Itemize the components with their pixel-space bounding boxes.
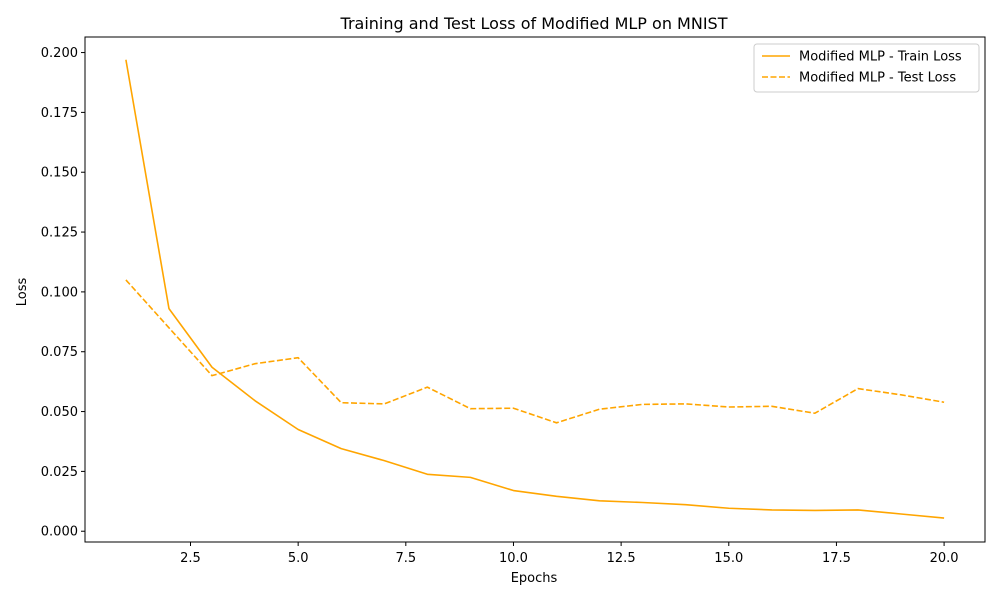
legend-label-test-loss: Modified MLP - Test Loss bbox=[799, 71, 956, 86]
x-tick-label: 12.5 bbox=[607, 551, 636, 566]
y-tick-label: 0.075 bbox=[41, 345, 78, 360]
y-tick-label: 0.150 bbox=[41, 166, 78, 181]
x-tick-label: 15.0 bbox=[714, 551, 743, 566]
y-tick-label: 0.175 bbox=[41, 106, 78, 121]
series-line-train-loss bbox=[125, 59, 945, 519]
axes-frame bbox=[84, 36, 986, 543]
legend-label-train-loss: Modified MLP - Train Loss bbox=[799, 50, 962, 65]
y-tick-label: 0.000 bbox=[41, 525, 78, 540]
plot-area: 2.5 5.0 7.5 10.0 12.5 15.0 17.5 20.0 0.000 0.025 0… bbox=[41, 36, 986, 566]
y-axis-title: Loss bbox=[15, 278, 30, 307]
series-line-test-loss bbox=[125, 279, 945, 424]
x-tick-label: 2.5 bbox=[180, 551, 201, 566]
y-tick-label: 0.050 bbox=[41, 405, 78, 420]
x-tick-label: 5.0 bbox=[288, 551, 309, 566]
x-tick-label: 20.0 bbox=[930, 551, 959, 566]
y-tick-label: 0.200 bbox=[41, 46, 78, 61]
x-tick-label: 10.0 bbox=[499, 551, 528, 566]
x-tick-label: 7.5 bbox=[395, 551, 416, 566]
legend-box bbox=[753, 43, 980, 93]
y-tick-label: 0.025 bbox=[41, 465, 78, 480]
y-tick-label: 0.100 bbox=[41, 285, 78, 300]
y-tick-label: 0.125 bbox=[41, 226, 78, 241]
x-axis-title: Epochs bbox=[511, 571, 558, 586]
legend: Modified MLP - Train Loss Modified MLP - … bbox=[753, 43, 980, 93]
chart-title: Training and Test Loss of Modified MLP o… bbox=[340, 14, 728, 33]
x-tick-label: 17.5 bbox=[822, 551, 851, 566]
